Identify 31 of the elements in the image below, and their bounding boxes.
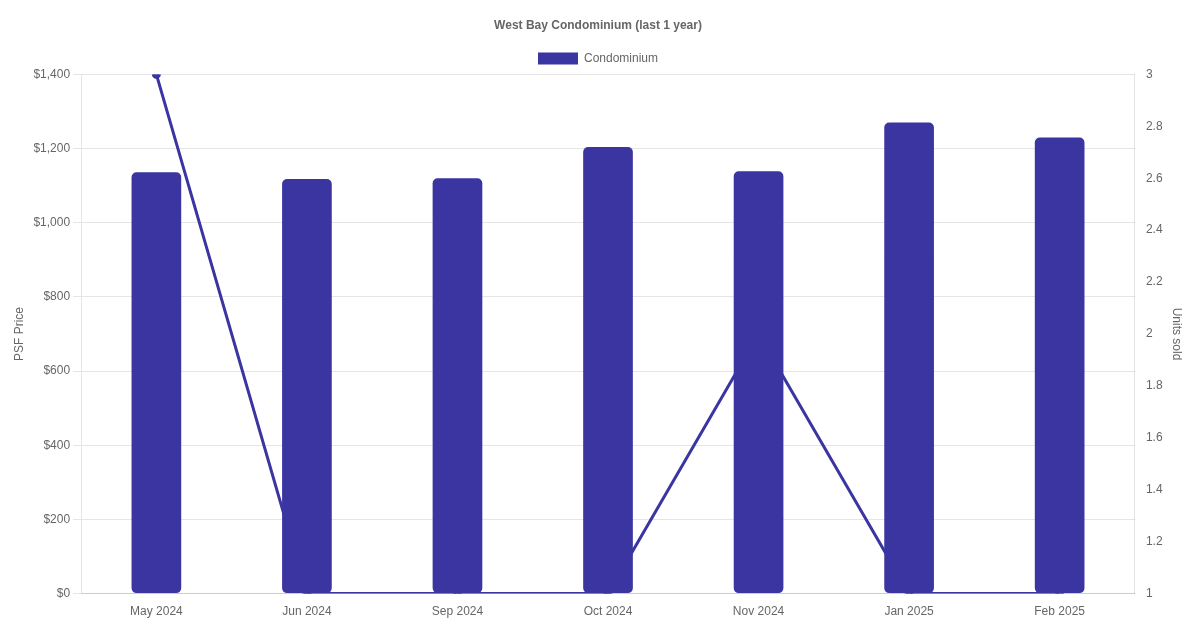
y-axis-title: PSF Price — [11, 306, 26, 362]
y-tick-label: $200 — [43, 511, 71, 526]
y2-tick-label: 1.4 — [1145, 482, 1163, 497]
legend-label: Condominium — [583, 50, 659, 65]
y2-axis-title: Units sold — [1170, 307, 1185, 361]
x-tick-label: Jan 2025 — [884, 604, 935, 619]
x-tick-label: Nov 2024 — [732, 604, 785, 619]
y2-tick-label: 1.2 — [1145, 533, 1163, 548]
y2-tick-label: 2.2 — [1145, 274, 1163, 289]
y-tick-label: $800 — [43, 289, 71, 304]
x-tick-label: Sep 2024 — [431, 604, 484, 619]
x-tick-label: Feb 2025 — [1034, 604, 1086, 619]
x-tick-label: Oct 2024 — [583, 604, 633, 619]
y-tick-label: $1,000 — [33, 215, 71, 230]
y2-tick-label: 2 — [1145, 326, 1153, 341]
y2-tick-label: 3 — [1145, 66, 1153, 81]
y-tick-label: $1,400 — [33, 66, 71, 81]
y-tick-label: $1,200 — [33, 140, 71, 155]
y2-tick-label: 2.6 — [1145, 170, 1163, 185]
y2-tick-label: 2.8 — [1145, 118, 1163, 133]
chart-title: West Bay Condominium (last 1 year) — [494, 17, 702, 32]
y-tick-label: $400 — [43, 437, 71, 452]
y2-tick-label: 1 — [1145, 585, 1153, 600]
y2-tick-label: 2.4 — [1145, 222, 1163, 237]
y-tick-label: $0 — [56, 585, 71, 600]
y2-tick-label: 1.6 — [1145, 430, 1163, 445]
y-tick-label: $600 — [43, 363, 71, 378]
x-tick-label: May 2024 — [130, 604, 184, 619]
x-tick-label: Jun 2024 — [282, 604, 332, 619]
y2-tick-label: 1.8 — [1145, 378, 1163, 393]
bar — [131, 172, 182, 594]
